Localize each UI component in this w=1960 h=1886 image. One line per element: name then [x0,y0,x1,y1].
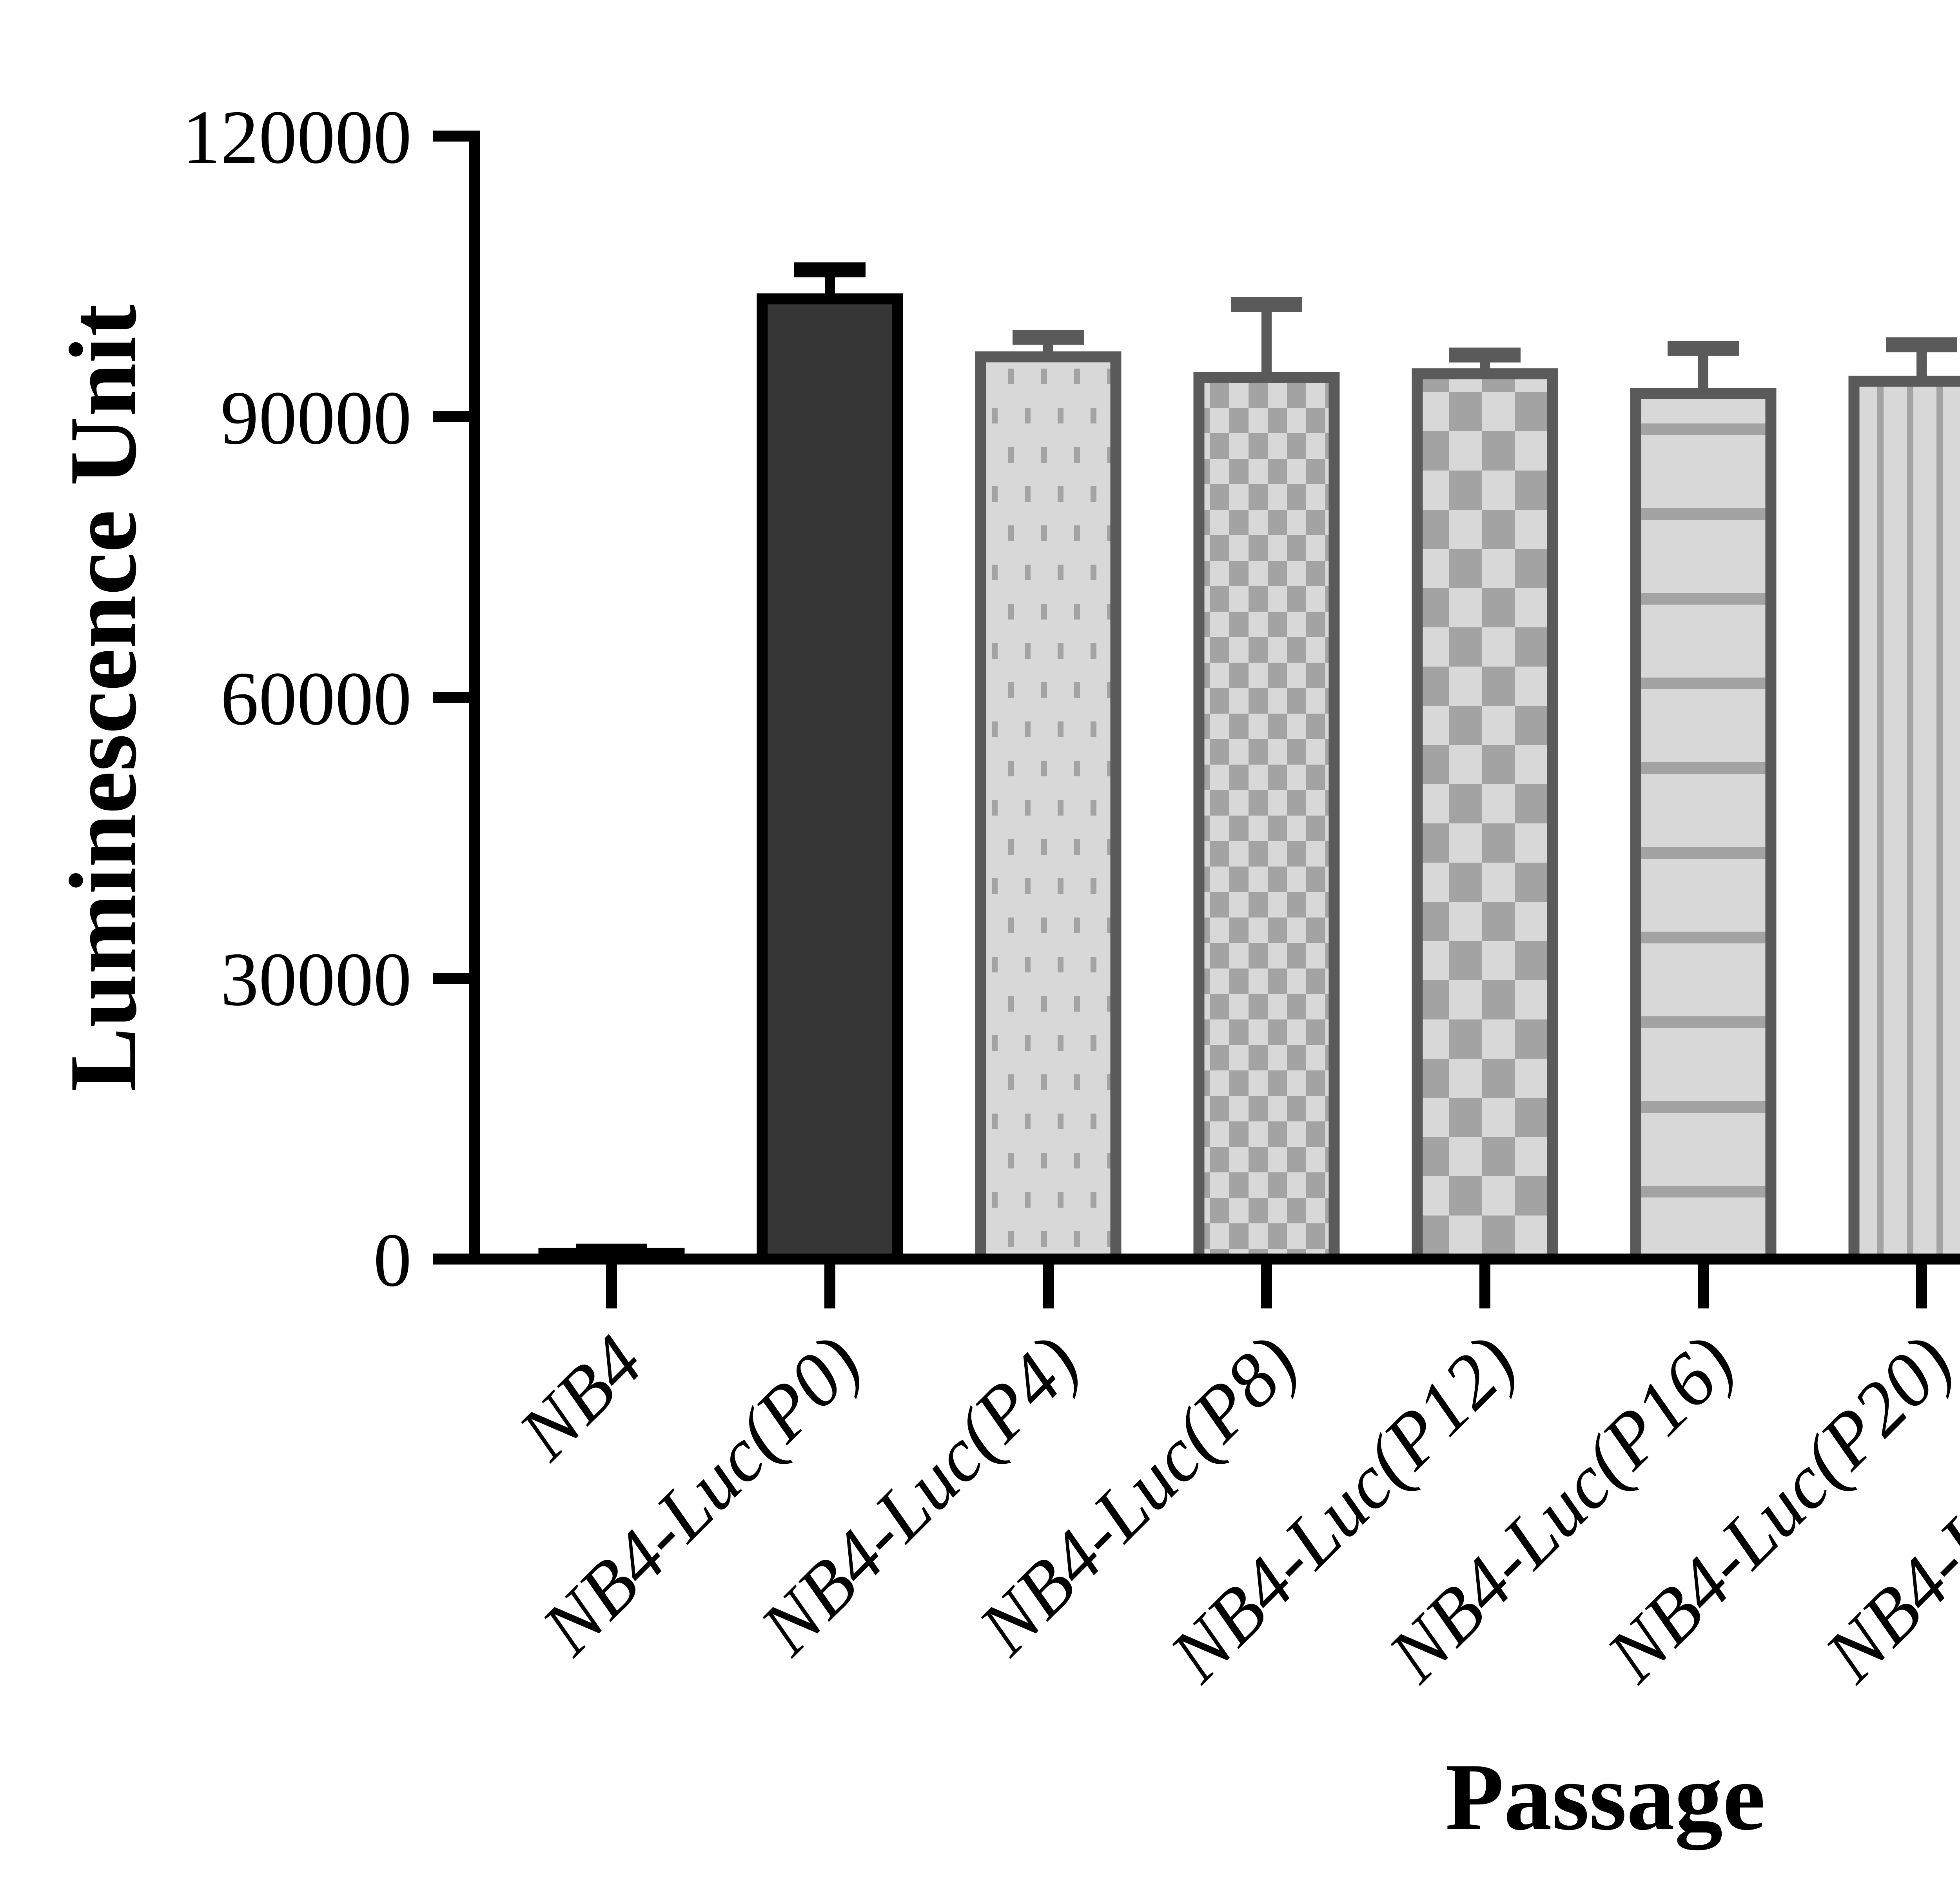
bar-NB4-Luc(P16) [1630,388,1777,1265]
error-bars-layer [576,262,1957,1259]
y-tick-label: 60000 [221,656,412,741]
y-tick-label: 90000 [221,376,412,460]
y-tick-label: 120000 [182,95,412,180]
y-tick-label: 0 [374,1218,412,1303]
bars-layer [538,293,1960,1265]
bar-NB4-Luc(P12) [1412,368,1558,1265]
y-axis-title: Luminescence Unit [50,304,156,1092]
bar-NB4-Luc(P0) [757,293,903,1265]
x-tick-label: NB4 [502,1319,659,1476]
bar-NB4-Luc(P4) [975,351,1122,1265]
x-axis-title: Passage [1445,1744,1766,1850]
axes-layer [433,131,1960,1308]
y-tick-label: 30000 [221,937,412,1022]
bar-NB4-Luc(P8) [1193,372,1340,1265]
bar-NB4-Luc(P20) [1848,376,1960,1265]
